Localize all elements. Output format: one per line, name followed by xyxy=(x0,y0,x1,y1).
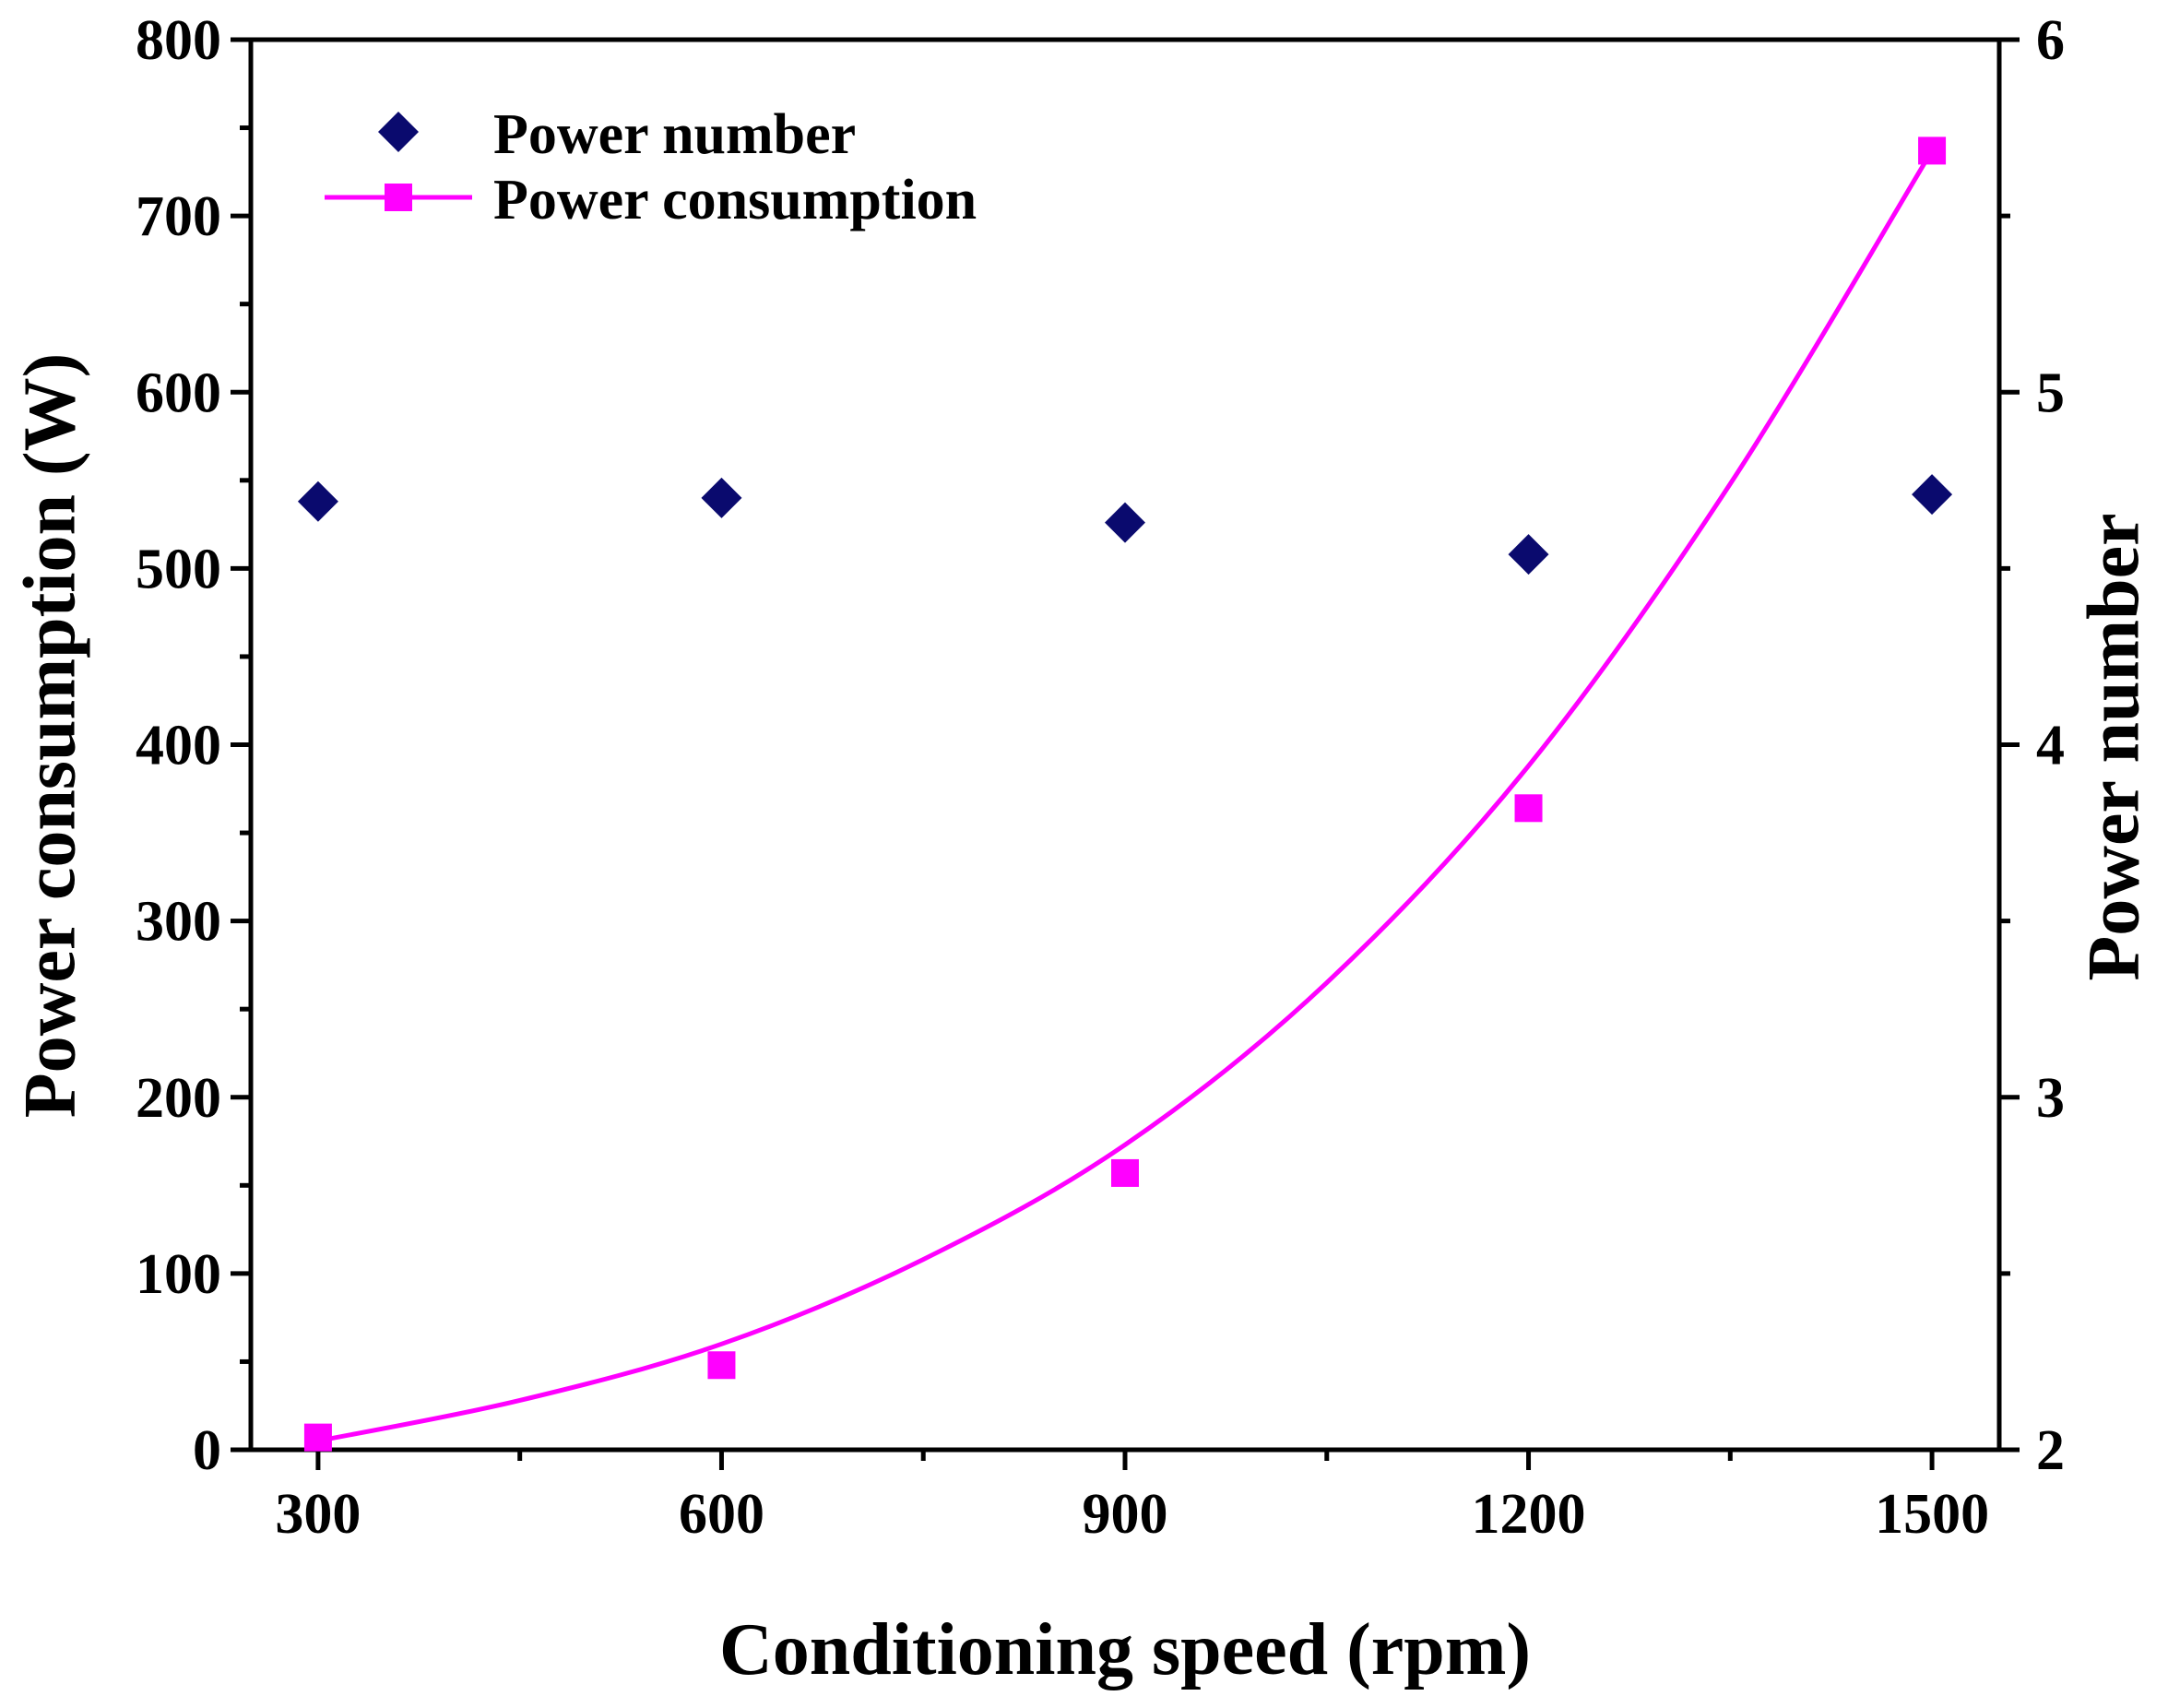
power-consumption-point xyxy=(1918,136,1947,165)
power-number-point xyxy=(1508,534,1549,575)
power-consumption-point xyxy=(1111,1158,1139,1187)
y-left-axis-title: Power consumption (W) xyxy=(9,353,90,1119)
x-tick-label: 1200 xyxy=(1472,1483,1586,1546)
y-left-tick-label: 600 xyxy=(136,362,221,424)
legend-label-power-number: Power number xyxy=(493,103,856,166)
y-right-tick-label: 6 xyxy=(2036,9,2065,72)
legend-marker-power-consumption xyxy=(385,184,412,211)
x-tick-label: 300 xyxy=(275,1483,361,1546)
plot-frame xyxy=(248,37,2002,1453)
power-number-point xyxy=(1912,474,1953,516)
power-number-point xyxy=(1105,502,1145,543)
y-left-tick-label: 200 xyxy=(136,1067,221,1130)
power-consumption-point xyxy=(303,1423,332,1452)
power-number-point xyxy=(297,480,338,522)
power-consumption-point xyxy=(707,1351,736,1380)
y-right-tick-label: 3 xyxy=(2036,1067,2065,1130)
y-right-tick-label: 5 xyxy=(2036,362,2065,424)
x-tick-label: 600 xyxy=(679,1483,764,1546)
power-consumption-fit-line xyxy=(317,149,1935,1443)
y-left-tick-label: 800 xyxy=(136,9,221,72)
tick-labels-layer: 300 600 900 1200 1500 0 100 200 300 400 500 600 700 8… xyxy=(136,9,2065,1546)
y-left-tick-label: 100 xyxy=(136,1243,221,1306)
x-tick-label: 1500 xyxy=(1875,1483,1989,1546)
power-consumption-point xyxy=(1514,794,1543,823)
fit-curve-layer xyxy=(317,149,1935,1443)
power-number-point xyxy=(701,477,742,518)
legend: Power number Power consumption xyxy=(325,103,977,231)
y-right-tick-label: 4 xyxy=(2036,715,2065,777)
tick-marks xyxy=(231,37,2020,1470)
y-right-tick-label: 2 xyxy=(2036,1419,2065,1482)
x-tick-label: 900 xyxy=(1083,1483,1168,1546)
y-left-tick-label: 500 xyxy=(136,538,221,600)
x-axis-title: Conditioning speed (rpm) xyxy=(719,1609,1531,1690)
y-left-tick-label: 300 xyxy=(136,891,221,954)
y-left-tick-label: 700 xyxy=(136,185,221,248)
data-marks-layer xyxy=(297,136,1953,1452)
y-left-tick-label: 0 xyxy=(193,1419,221,1482)
legend-label-power-consumption: Power consumption xyxy=(493,169,977,231)
y-right-axis-title: Power number xyxy=(2073,513,2154,980)
legend-marker-power-number xyxy=(378,112,419,152)
y-left-tick-label: 400 xyxy=(136,715,221,777)
